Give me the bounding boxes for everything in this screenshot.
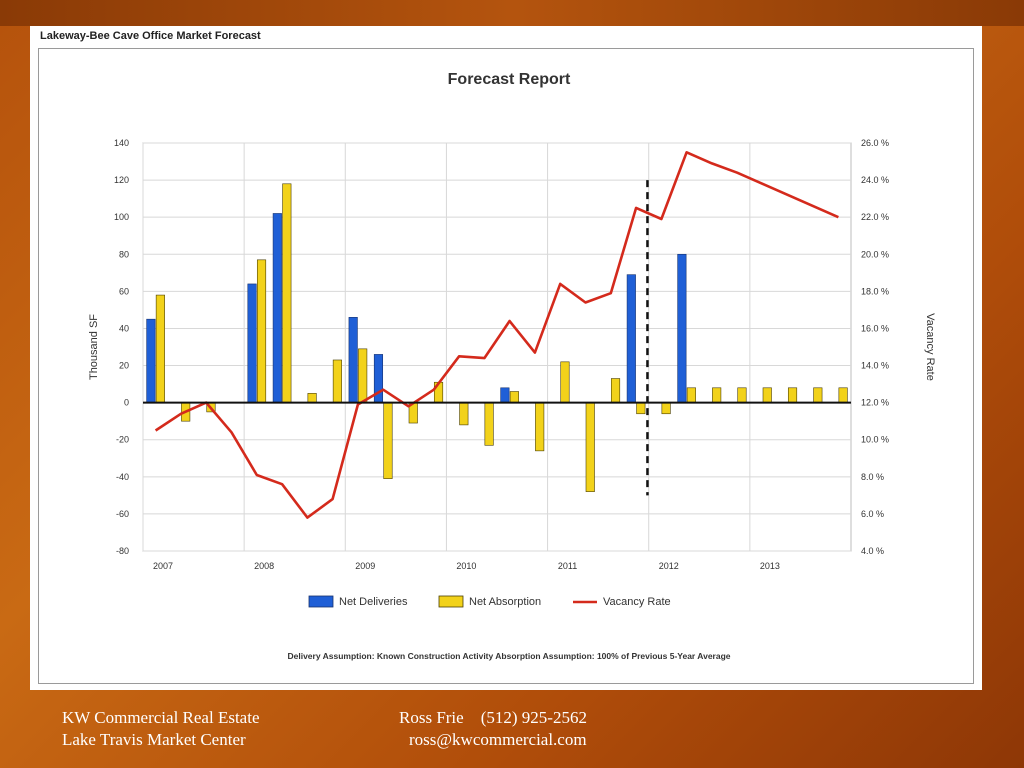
absorption-bar	[358, 348, 368, 403]
panel-title: Lakeway-Bee Cave Office Market Forecast	[40, 30, 261, 42]
absorption-bar	[459, 402, 469, 426]
y2-tick-label: 24.0 %	[861, 175, 889, 185]
vacancy-rate-line	[154, 151, 839, 519]
y-tick-label: 60	[119, 286, 129, 296]
deliveries-bar	[146, 318, 156, 403]
deliveries-bar	[626, 274, 636, 403]
y2-tick-label: 18.0 %	[861, 286, 889, 296]
absorption-bar	[610, 378, 621, 403]
y-tick-label: -80	[116, 546, 129, 556]
footer-company: KW Commercial Real Estate Lake Travis Ma…	[62, 707, 259, 751]
chart-title: Forecast Report	[448, 71, 571, 88]
absorption-bar	[787, 387, 798, 403]
y2-tick-label: 6.0 %	[861, 509, 884, 519]
bars-layer	[146, 183, 848, 492]
y-tick-label: -60	[116, 509, 129, 519]
deliveries-bar	[247, 283, 257, 403]
x-tick-label: 2010	[456, 561, 476, 571]
y-tick-label: -40	[116, 472, 129, 482]
absorption-bar	[509, 391, 519, 403]
absorption-bar	[155, 294, 165, 403]
x-tick-label: 2013	[760, 561, 780, 571]
footer-office-name: Lake Travis Market Center	[62, 730, 246, 749]
deliveries-bar	[272, 213, 282, 403]
legend: Net Deliveries Net Absorption Vacancy Rate	[308, 595, 671, 608]
contact-phone: (512) 925-2562	[480, 708, 587, 727]
y2-tick-label: 10.0 %	[861, 435, 889, 445]
chart-panel: Lakeway-Bee Cave Office Market Forecast …	[30, 26, 982, 690]
legend-vacancy-label: Vacancy Rate	[603, 596, 671, 608]
absorption-bar	[813, 387, 823, 403]
absorption-bar	[661, 402, 671, 415]
absorption-bar	[535, 402, 545, 452]
absorption-bar	[762, 387, 772, 403]
absorption-bar	[332, 359, 342, 403]
x-tick-label: 2011	[558, 561, 577, 571]
footer-contact: Ross Frie (512) 925-2562 ross@kwcommerci…	[399, 707, 587, 751]
x-tick-label: 2009	[355, 561, 375, 571]
deliveries-bar	[500, 387, 510, 403]
x-tick-label: 2007	[153, 561, 173, 571]
absorption-bar	[484, 402, 494, 446]
footer-company-name: KW Commercial Real Estate	[62, 708, 260, 727]
absorption-bar	[282, 183, 292, 403]
y-tick-label: 20	[119, 361, 129, 371]
y2-tick-label: 12.0 %	[861, 398, 889, 408]
absorption-bar	[383, 402, 393, 479]
axis-layer: 140 120 100 80 60 40 20 0 -20 -40 -60 -80 26.0 % 24.0…	[88, 138, 936, 571]
y-tick-label: 0	[124, 398, 129, 408]
chart-footnote: Delivery Assumption: Known Construction …	[287, 651, 730, 661]
contact-name: Ross Frie	[399, 708, 464, 727]
y2-tick-label: 4.0 %	[861, 546, 884, 556]
y2-tick-label: 26.0 %	[861, 138, 889, 148]
deliveries-bar	[677, 253, 687, 403]
x-tick-label: 2008	[254, 561, 274, 571]
y2-tick-label: 20.0 %	[861, 249, 889, 259]
line-layer	[154, 151, 839, 519]
absorption-bar	[686, 387, 696, 403]
absorption-bar	[737, 387, 747, 403]
y2-tick-label: 8.0 %	[861, 472, 884, 482]
absorption-bar	[712, 387, 722, 403]
forecast-chart: Forecast Report 140 120 100 80 60 40 20 0 -20 -40…	[88, 71, 936, 661]
legend-deliveries-label: Net Deliveries	[339, 596, 408, 608]
legend-absorption-swatch	[438, 595, 464, 608]
x-tick-label: 2012	[659, 561, 679, 571]
y2-tick-label: 14.0 %	[861, 361, 889, 371]
y2-tick-label: 16.0 %	[861, 323, 889, 333]
absorption-bar	[636, 402, 646, 415]
absorption-bar	[307, 393, 317, 403]
y-axis-label: Thousand SF	[88, 314, 100, 380]
chart-frame: Forecast Report 140 120 100 80 60 40 20 0 -20 -40…	[38, 48, 974, 684]
deliveries-bar	[348, 317, 358, 403]
absorption-bar	[585, 402, 595, 492]
y-tick-label: 120	[114, 175, 129, 185]
y2-axis-label: Vacancy Rate	[924, 313, 936, 381]
legend-absorption-label: Net Absorption	[469, 596, 541, 608]
y-tick-label: 140	[114, 138, 129, 148]
legend-deliveries-swatch	[308, 595, 334, 608]
absorption-bar	[838, 387, 848, 403]
absorption-bar	[256, 259, 267, 403]
absorption-bar	[560, 361, 570, 403]
y2-tick-label: 22.0 %	[861, 212, 889, 222]
contact-email: ross@kwcommercial.com	[409, 730, 587, 749]
slide-top-band	[0, 0, 1024, 26]
y-tick-label: 40	[119, 323, 129, 333]
y-tick-label: -20	[116, 435, 129, 445]
y-tick-label: 80	[119, 249, 129, 259]
y-tick-label: 100	[114, 212, 129, 222]
